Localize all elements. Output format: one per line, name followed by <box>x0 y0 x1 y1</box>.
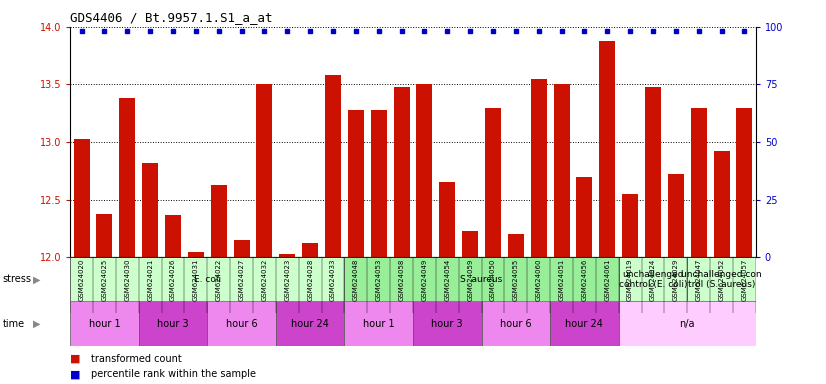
Text: GSM624056: GSM624056 <box>582 258 587 301</box>
Text: transformed count: transformed count <box>91 354 182 364</box>
Text: unchallenged
control (E. coli): unchallenged control (E. coli) <box>619 270 687 289</box>
Bar <box>530 79 547 257</box>
Text: hour 1: hour 1 <box>88 318 121 329</box>
Text: hour 1: hour 1 <box>363 318 395 329</box>
Bar <box>645 87 661 257</box>
Bar <box>344 257 619 301</box>
Bar <box>462 231 478 257</box>
Text: GSM624033: GSM624033 <box>330 258 336 301</box>
Text: hour 24: hour 24 <box>292 318 329 329</box>
Text: GSM624054: GSM624054 <box>444 258 450 301</box>
Bar <box>667 174 684 257</box>
Bar <box>142 163 159 257</box>
Text: GSM624021: GSM624021 <box>147 258 153 301</box>
Bar <box>302 243 318 257</box>
Text: E. coli: E. coli <box>194 275 221 284</box>
Text: GSM624061: GSM624061 <box>605 258 610 301</box>
Bar <box>188 252 204 257</box>
Text: GSM624022: GSM624022 <box>216 258 221 301</box>
Text: GSM624057: GSM624057 <box>742 258 748 301</box>
Bar <box>619 257 687 301</box>
Bar <box>508 234 524 257</box>
Bar <box>74 139 90 257</box>
Text: GSM624032: GSM624032 <box>262 258 268 301</box>
Text: time: time <box>2 318 25 329</box>
Bar <box>550 301 619 346</box>
Bar <box>344 301 413 346</box>
Text: GSM624050: GSM624050 <box>490 258 496 301</box>
Bar <box>619 301 756 346</box>
Bar <box>119 98 135 257</box>
Text: GSM624058: GSM624058 <box>399 258 405 301</box>
Text: GSM624026: GSM624026 <box>170 258 176 301</box>
Bar <box>577 177 592 257</box>
Bar <box>325 75 341 257</box>
Text: GSM624060: GSM624060 <box>536 258 542 301</box>
Text: GSM624023: GSM624023 <box>284 258 290 301</box>
Bar <box>413 301 482 346</box>
Text: ▶: ▶ <box>33 274 40 285</box>
Bar <box>348 110 364 257</box>
Bar <box>687 257 756 301</box>
Bar <box>485 108 501 257</box>
Text: GSM624052: GSM624052 <box>719 258 724 301</box>
Text: GSM624053: GSM624053 <box>376 258 382 301</box>
Bar <box>691 108 707 257</box>
Text: ■: ■ <box>70 369 81 379</box>
Bar <box>714 151 729 257</box>
Text: hour 6: hour 6 <box>225 318 258 329</box>
Bar <box>276 301 344 346</box>
Text: GSM624028: GSM624028 <box>307 258 313 301</box>
Bar <box>416 84 433 257</box>
Text: percentile rank within the sample: percentile rank within the sample <box>91 369 256 379</box>
Text: n/a: n/a <box>680 318 695 329</box>
Text: hour 3: hour 3 <box>431 318 463 329</box>
Text: GSM624020: GSM624020 <box>78 258 84 301</box>
Text: GSM624030: GSM624030 <box>125 258 131 301</box>
Bar <box>482 301 550 346</box>
Text: GSM624025: GSM624025 <box>102 258 107 301</box>
Bar <box>70 257 344 301</box>
Text: GDS4406 / Bt.9957.1.S1_a_at: GDS4406 / Bt.9957.1.S1_a_at <box>70 12 273 25</box>
Text: S. aureus: S. aureus <box>460 275 503 284</box>
Bar <box>207 301 276 346</box>
Bar <box>371 110 387 257</box>
Text: GSM624024: GSM624024 <box>650 258 656 301</box>
Text: GSM624027: GSM624027 <box>239 258 244 301</box>
Text: ■: ■ <box>70 354 81 364</box>
Bar <box>165 215 181 257</box>
Text: GSM624051: GSM624051 <box>558 258 564 301</box>
Text: ▶: ▶ <box>33 318 40 329</box>
Text: stress: stress <box>2 274 31 285</box>
Text: GSM624059: GSM624059 <box>468 258 473 301</box>
Bar <box>439 182 455 257</box>
Bar <box>139 301 207 346</box>
Bar <box>622 194 638 257</box>
Bar <box>234 240 249 257</box>
Text: GSM624055: GSM624055 <box>513 258 519 301</box>
Bar <box>279 254 296 257</box>
Text: GSM624049: GSM624049 <box>421 258 427 301</box>
Text: hour 24: hour 24 <box>566 318 603 329</box>
Bar <box>256 84 273 257</box>
Text: hour 6: hour 6 <box>500 318 532 329</box>
Bar <box>393 87 410 257</box>
Text: GSM624048: GSM624048 <box>353 258 358 301</box>
Text: hour 3: hour 3 <box>157 318 189 329</box>
Text: GSM624029: GSM624029 <box>673 258 679 301</box>
Text: GSM624047: GSM624047 <box>695 258 701 301</box>
Text: GSM624019: GSM624019 <box>627 258 633 301</box>
Bar <box>70 301 139 346</box>
Bar <box>736 108 752 257</box>
Text: unchallenged con
trol (S. aureus): unchallenged con trol (S. aureus) <box>681 270 762 289</box>
Bar <box>553 84 570 257</box>
Bar <box>211 185 227 257</box>
Text: GSM624031: GSM624031 <box>193 258 199 301</box>
Bar <box>599 41 615 257</box>
Bar <box>97 214 112 257</box>
